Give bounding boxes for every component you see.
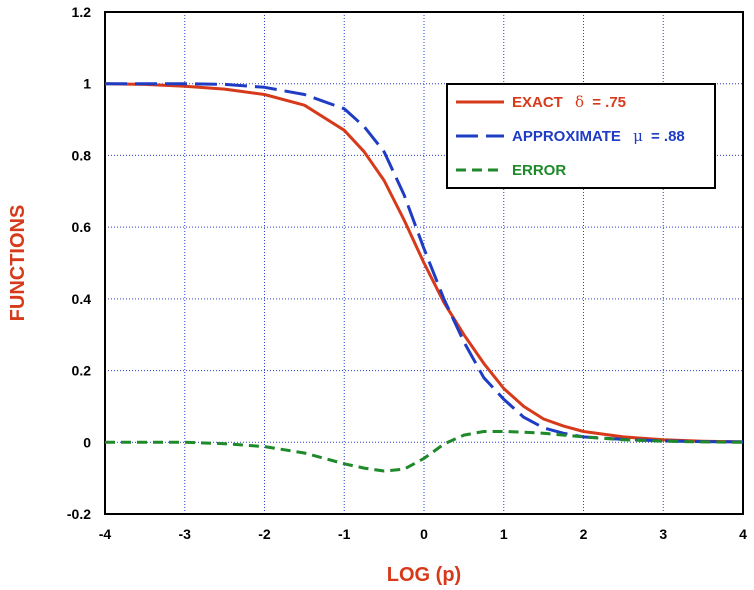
legend-label-error: ERROR: [512, 162, 566, 179]
y-axis-title: FUNCTIONS: [7, 205, 29, 322]
y-tick-label: 0.2: [72, 363, 92, 379]
legend-label-approximate: APPROXIMATE μ = .88: [512, 127, 685, 145]
legend-symbol-approximate: μ: [633, 127, 643, 145]
legend-value-exact: = .75: [592, 94, 626, 111]
y-tick-label: 0: [83, 434, 91, 450]
legend-symbol-exact: δ: [575, 93, 584, 111]
plot-frame: [104, 11, 744, 515]
y-tick-label: 1: [83, 76, 91, 92]
y-tick-label: 0.6: [72, 219, 92, 235]
y-tick-labels: -0.2 0 0.2 0.4 0.6 0.8 1 1.2: [67, 4, 91, 522]
x-tick-label: 0: [420, 526, 428, 542]
x-tick-label: 4: [739, 526, 747, 542]
x-tick-label: 1: [500, 526, 508, 542]
legend-value-approximate: = .88: [651, 128, 685, 145]
y-tick-label: 1.2: [72, 4, 92, 20]
x-tick-label: -3: [179, 526, 192, 542]
x-tick-label: -2: [258, 526, 271, 542]
y-tick-label: 0.4: [72, 291, 92, 307]
x-tick-label: -4: [99, 526, 112, 542]
x-tick-label: 2: [580, 526, 588, 542]
legend: EXACT δ = .75 APPROXIMATE μ = .88 ERROR: [446, 83, 716, 189]
series-line-error: [105, 430, 744, 473]
legend-name-error: ERROR: [512, 162, 566, 179]
legend-label-exact: EXACT δ = .75: [512, 93, 626, 111]
legend-name-approximate: APPROXIMATE: [512, 128, 621, 145]
y-tick-label: -0.2: [67, 506, 91, 522]
legend-name-exact: EXACT: [512, 94, 563, 111]
x-tick-label: -1: [338, 526, 351, 542]
x-tick-label: 3: [659, 526, 667, 542]
series-lines: [104, 82, 744, 473]
y-tick-label: 0.8: [72, 147, 92, 163]
x-axis-title: LOG (p): [387, 564, 461, 586]
x-tick-labels: -4 -3 -2 -1 0 1 2 3 4: [99, 526, 747, 542]
